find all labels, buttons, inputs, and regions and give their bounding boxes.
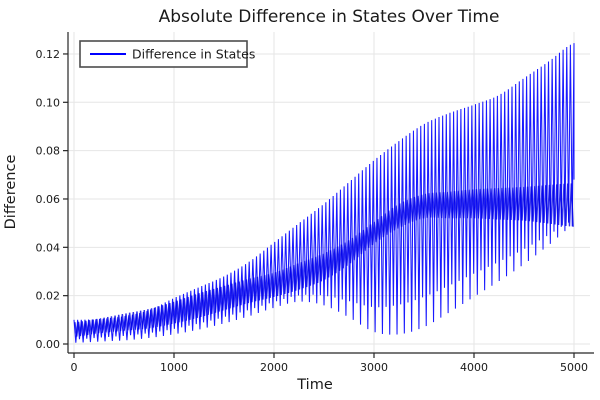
- y-tick-label-0.12: 0.12: [36, 48, 61, 61]
- y-tick-label-0.00: 0.00: [36, 338, 61, 351]
- x-tick-label-0: 0: [71, 361, 78, 374]
- legend-box: [79, 40, 248, 68]
- x-tick-label-4000: 4000: [460, 361, 488, 374]
- y-tick-label-0.02: 0.02: [36, 290, 61, 303]
- y-tick-label-0.10: 0.10: [36, 96, 61, 109]
- legend: Difference in States: [79, 40, 255, 68]
- x-axis-label: Time: [296, 377, 333, 393]
- y-tick-label-0.04: 0.04: [36, 241, 61, 254]
- y-tick-label-0.06: 0.06: [36, 193, 61, 206]
- x-tick-label-5000: 5000: [560, 361, 588, 374]
- series-difference-line: [73, 43, 575, 343]
- y-axis-label: Difference: [3, 155, 19, 230]
- gridlines: [68, 32, 590, 353]
- x-tick-label-1000: 1000: [160, 361, 188, 374]
- tick-labels: 0 1000 2000 3000 4000 5000 0.00 0.02 0.04 0.06 0.0…: [36, 48, 589, 374]
- legend-label: Difference in States: [132, 47, 255, 62]
- x-tick-label-3000: 3000: [360, 361, 388, 374]
- x-tick-label-2000: 2000: [260, 361, 288, 374]
- chart-title: Absolute Difference in States Over Time: [159, 7, 500, 27]
- y-tick-label-0.08: 0.08: [36, 145, 61, 158]
- axes: [63, 32, 594, 358]
